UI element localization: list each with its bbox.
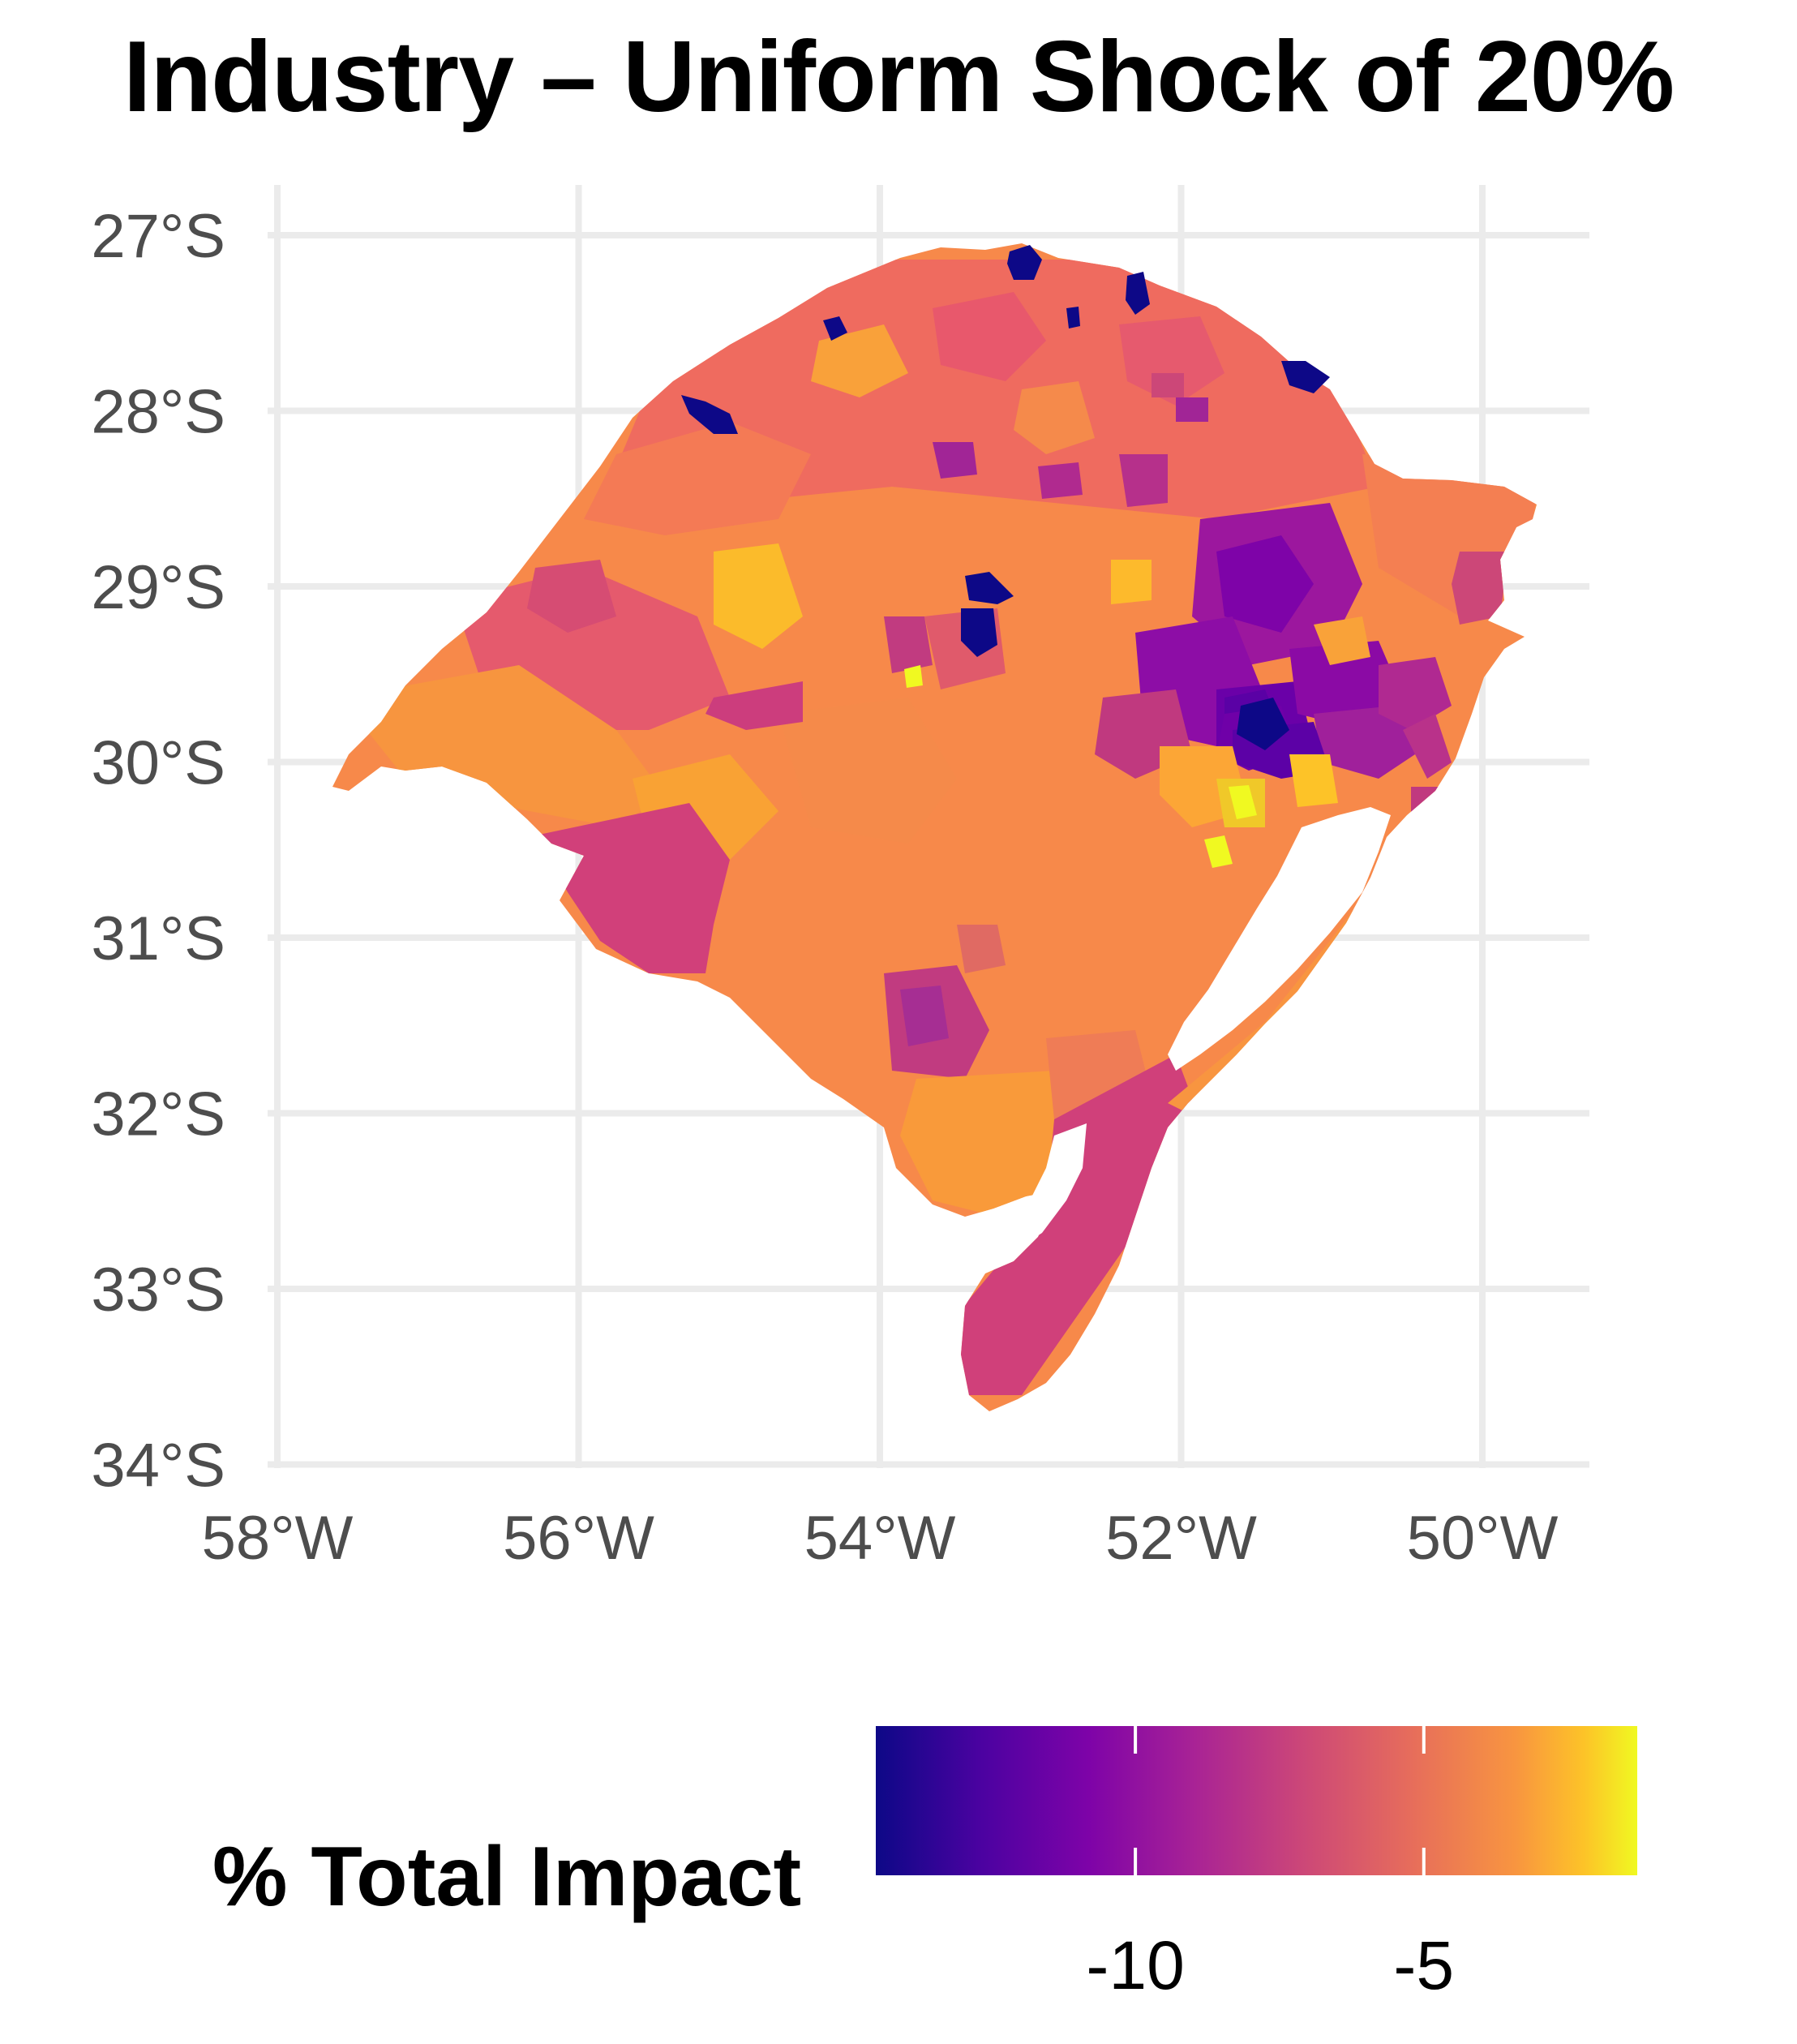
longitude-tick-label: 52°W (1105, 1504, 1257, 1573)
latitude-tick-label: 29°S (91, 553, 225, 622)
colorbar-ticks (1134, 1726, 1426, 1875)
latitude-tick-label: 34°S (91, 1432, 225, 1501)
latitude-tick-label: 28°S (91, 378, 225, 447)
map-title: Industry – Uniform Shock of 20% (122, 21, 1675, 133)
latitude-tick-label: 30°S (91, 729, 225, 798)
legend-title: % Total Impact (212, 1830, 802, 1924)
highest-impact-municipalities (904, 665, 1257, 868)
latitude-tick-labels: 27°S 28°S 29°S 30°S 31°S 32°S 33°S 34°S (91, 202, 225, 1501)
latitude-tick-label: 33°S (91, 1256, 225, 1325)
lowest-impact-municipalities (681, 245, 1330, 750)
choropleth-rio-grande-do-sul (332, 243, 1537, 1411)
longitude-tick-label: 54°W (804, 1504, 956, 1573)
colorbar-gradient (876, 1726, 1637, 1875)
longitude-tick-label: 56°W (503, 1504, 654, 1573)
lagoon-mirim (1014, 1123, 1087, 1249)
lagoon-patos (1168, 807, 1391, 1071)
colorbar-tick-label: -10 (1086, 1927, 1185, 2003)
colorbar (876, 1726, 1637, 1875)
latitude-tick-label: 32°S (91, 1080, 225, 1149)
longitude-tick-labels: 58°W 56°W 54°W 52°W 50°W (202, 1504, 1559, 1573)
longitude-tick-label: 50°W (1407, 1504, 1559, 1573)
colorbar-tick-label: -5 (1393, 1927, 1455, 2003)
municipality-patches (341, 260, 1537, 1395)
latitude-tick-label: 27°S (91, 202, 225, 271)
latitude-tick-label: 31°S (91, 904, 225, 973)
longitude-tick-label: 58°W (202, 1504, 354, 1573)
